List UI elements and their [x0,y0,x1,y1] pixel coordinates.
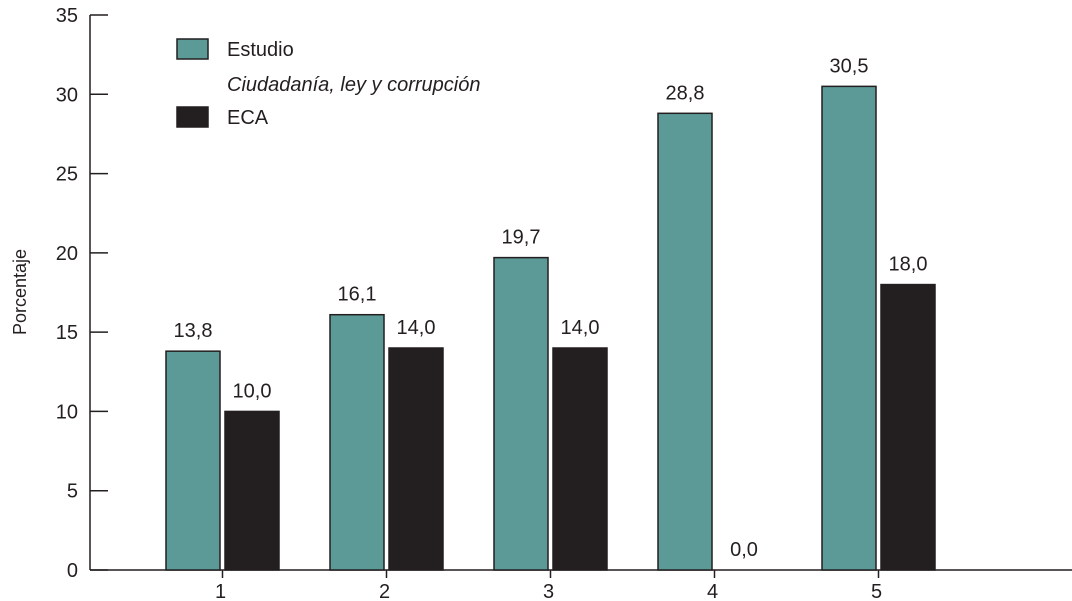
y-tick-label: 10 [56,401,78,423]
bar-estudio-4 [657,112,713,571]
y-tick-label: 30 [56,84,78,106]
data-labels: 13,8 10,0 16,1 14,0 19,7 14,0 28,8 0,0 30,5 18,0 [174,55,928,561]
y-axis-label: Porcentaje [10,249,30,335]
y-axis: 0 5 10 15 20 25 30 35 [56,5,108,582]
data-label: 18,0 [889,254,928,276]
legend-sublabel-estudio: Ciudadanía, ley y corrupción [227,74,480,96]
bar-estudio-2 [329,313,385,571]
data-label: 28,8 [666,82,705,104]
x-axis: 1 2 3 4 5 [90,569,1072,601]
legend-label-eca: ECA [227,107,269,129]
bar-estudio-5 [821,85,877,571]
legend-swatch-eca [176,106,209,128]
data-label: 13,8 [174,320,213,342]
x-tick-label: 2 [379,581,390,601]
data-label: 19,7 [502,227,541,249]
bar-eca-5 [880,283,936,571]
bar-eca-3 [552,347,608,571]
bar-eca-1 [224,410,280,571]
legend: Estudio Ciudadanía, ley y corrupción ECA [176,38,480,129]
legend-swatch-estudio [176,38,209,60]
y-tick-label: 0 [67,560,78,582]
data-label: 30,5 [830,55,869,77]
data-label: 14,0 [397,317,436,339]
bar-estudio-1 [165,350,221,571]
legend-label-estudio: Estudio [227,39,294,61]
bars [165,85,936,571]
x-tick-label: 4 [707,581,718,601]
y-tick-label: 5 [67,481,78,503]
x-tick-label: 3 [543,581,554,601]
data-label: 14,0 [561,317,600,339]
data-label: 0,0 [730,539,758,561]
x-tick-label: 5 [871,581,882,601]
bar-eca-2 [388,347,444,571]
y-tick-label: 15 [56,322,78,344]
y-tick-label: 35 [56,5,78,27]
bar-estudio-3 [493,256,549,571]
y-tick-label: 25 [56,164,78,186]
x-tick-label: 1 [215,581,226,601]
data-label: 10,0 [233,380,272,402]
data-label: 16,1 [338,284,377,306]
y-tick-label: 20 [56,243,78,265]
